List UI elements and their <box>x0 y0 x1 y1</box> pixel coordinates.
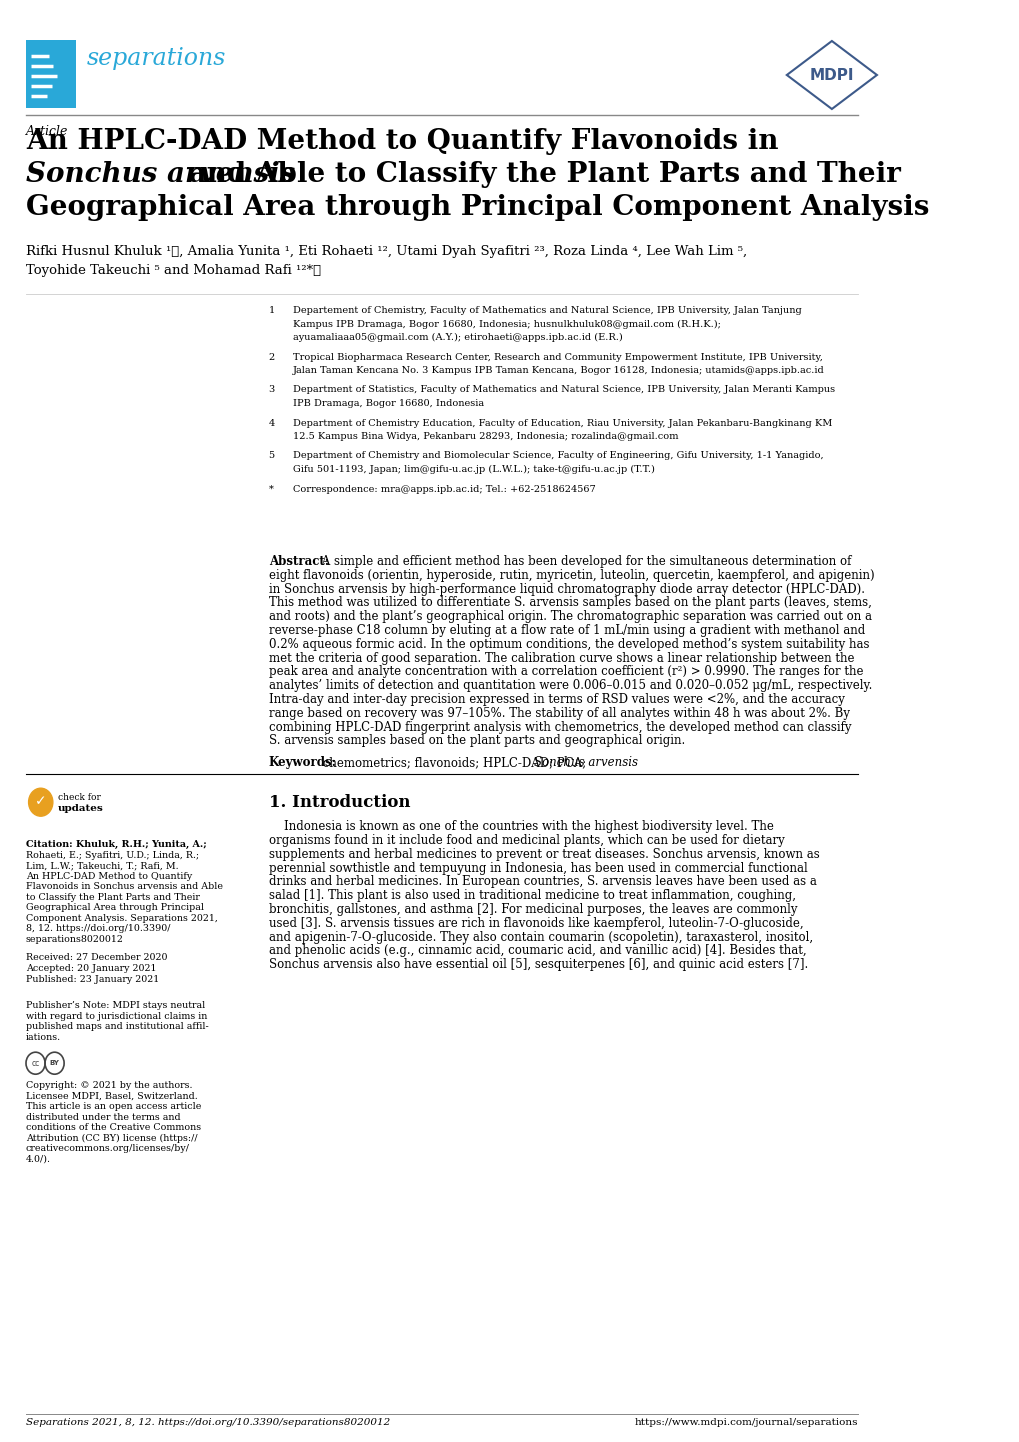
Text: 2: 2 <box>268 352 274 362</box>
Text: iations.: iations. <box>25 1032 61 1041</box>
Text: and apigenin-7-O-glucoside. They also contain coumarin (scopoletin), taraxastero: and apigenin-7-O-glucoside. They also co… <box>268 930 812 943</box>
Text: An HPLC-DAD Method to Quantify Flavonoids in: An HPLC-DAD Method to Quantify Flavonoid… <box>25 128 777 154</box>
Text: met the criteria of good separation. The calibration curve shows a linear relati: met the criteria of good separation. The… <box>268 652 853 665</box>
Text: and phenolic acids (e.g., cinnamic acid, coumaric acid, and vanillic acid) [4]. : and phenolic acids (e.g., cinnamic acid,… <box>268 945 805 957</box>
Text: salad [1]. This plant is also used in traditional medicine to treat inflammation: salad [1]. This plant is also used in tr… <box>268 890 795 903</box>
Text: peak area and analyte concentration with a correlation coefficient (r²) > 0.9990: peak area and analyte concentration with… <box>268 665 862 678</box>
Text: *: * <box>268 485 273 493</box>
Text: analytes’ limits of detection and quantitation were 0.006–0.015 and 0.020–0.052 : analytes’ limits of detection and quanti… <box>268 679 871 692</box>
Text: and Able to Classify the Plant Parts and Their: and Able to Classify the Plant Parts and… <box>178 162 900 187</box>
Text: range based on recovery was 97–105%. The stability of all analytes within 48 h w: range based on recovery was 97–105%. The… <box>268 707 849 720</box>
Text: IPB Dramaga, Bogor 16680, Indonesia: IPB Dramaga, Bogor 16680, Indonesia <box>292 399 484 408</box>
Text: Indonesia is known as one of the countries with the highest biodiversity level. : Indonesia is known as one of the countri… <box>268 820 772 833</box>
Text: An HPLC-DAD Method to Quantify: An HPLC-DAD Method to Quantify <box>25 872 192 881</box>
Text: Sonchus arvensis also have essential oil [5], sesquiterpenes [6], and quinic aci: Sonchus arvensis also have essential oil… <box>268 957 807 972</box>
Text: and roots) and the plant’s geographical origin. The chromatographic separation w: and roots) and the plant’s geographical … <box>268 610 871 623</box>
Text: Correspondence: mra@apps.ipb.ac.id; Tel.: +62-2518624567: Correspondence: mra@apps.ipb.ac.id; Tel.… <box>292 485 595 493</box>
Text: Flavonoids in Sonchus arvensis and Able: Flavonoids in Sonchus arvensis and Able <box>25 883 223 891</box>
Text: Article: Article <box>25 125 68 138</box>
Text: Licensee MDPI, Basel, Switzerland.: Licensee MDPI, Basel, Switzerland. <box>25 1092 198 1100</box>
Text: 5: 5 <box>268 451 274 460</box>
Text: distributed under the terms and: distributed under the terms and <box>25 1113 180 1122</box>
Text: This method was utilized to differentiate S. arvensis samples based on the plant: This method was utilized to differentiat… <box>268 597 870 610</box>
Text: 8, 12. https://doi.org/10.3390/: 8, 12. https://doi.org/10.3390/ <box>25 924 170 933</box>
Text: Separations 2021, 8, 12. https://doi.org/10.3390/separations8020012: Separations 2021, 8, 12. https://doi.org… <box>25 1417 390 1428</box>
Text: 4: 4 <box>268 418 274 427</box>
Text: MDPI: MDPI <box>809 68 853 82</box>
Text: updates: updates <box>58 803 104 813</box>
Text: chemometrics; flavonoids; HPLC-DAD; PCA;: chemometrics; flavonoids; HPLC-DAD; PCA; <box>319 756 589 769</box>
Text: conditions of the Creative Commons: conditions of the Creative Commons <box>25 1123 201 1132</box>
Text: 12.5 Kampus Bina Widya, Pekanbaru 28293, Indonesia; rozalinda@gmail.com: 12.5 Kampus Bina Widya, Pekanbaru 28293,… <box>292 433 678 441</box>
Text: ayuamaliaaa05@gmail.com (A.Y.); etirohaeti@apps.ipb.ac.id (E.R.): ayuamaliaaa05@gmail.com (A.Y.); etirohae… <box>292 333 622 342</box>
Text: organisms found in it include food and medicinal plants, which can be used for d: organisms found in it include food and m… <box>268 833 784 846</box>
Circle shape <box>29 789 53 816</box>
Text: Publisher’s Note: MDPI stays neutral: Publisher’s Note: MDPI stays neutral <box>25 1001 205 1011</box>
Text: to Classify the Plant Parts and Their: to Classify the Plant Parts and Their <box>25 893 200 901</box>
Text: Departement of Chemistry, Faculty of Mathematics and Natural Science, IPB Univer: Departement of Chemistry, Faculty of Mat… <box>292 306 801 314</box>
Text: perennial sowthistle and tempuyung in Indonesia, has been used in commercial fun: perennial sowthistle and tempuyung in In… <box>268 862 807 875</box>
Text: Department of Chemistry and Biomolecular Science, Faculty of Engineering, Gifu U: Department of Chemistry and Biomolecular… <box>292 451 822 460</box>
Text: Abstract:: Abstract: <box>268 555 328 568</box>
Text: S. arvensis samples based on the plant parts and geographical origin.: S. arvensis samples based on the plant p… <box>268 734 684 747</box>
Text: Geographical Area through Principal Component Analysis: Geographical Area through Principal Comp… <box>25 195 928 221</box>
Text: Keywords:: Keywords: <box>268 756 336 769</box>
Text: Gifu 501-1193, Japan; lim@gifu-u.ac.jp (L.W.L.); take-t@gifu-u.ac.jp (T.T.): Gifu 501-1193, Japan; lim@gifu-u.ac.jp (… <box>292 464 654 474</box>
Text: combining HPLC-DAD fingerprint analysis with chemometrics, the developed method : combining HPLC-DAD fingerprint analysis … <box>268 721 850 734</box>
Text: eight flavonoids (orientin, hyperoside, rutin, myricetin, luteolin, quercetin, k: eight flavonoids (orientin, hyperoside, … <box>268 568 873 581</box>
Text: Component Analysis. Separations 2021,: Component Analysis. Separations 2021, <box>25 914 218 923</box>
Text: 1. Introduction: 1. Introduction <box>268 795 410 812</box>
Text: separations8020012: separations8020012 <box>25 934 123 943</box>
Text: cc: cc <box>32 1058 40 1067</box>
Text: separations: separations <box>87 48 226 71</box>
Text: bronchitis, gallstones, and asthma [2]. For medicinal purposes, the leaves are c: bronchitis, gallstones, and asthma [2]. … <box>268 903 796 916</box>
Text: Sonchus arvensis: Sonchus arvensis <box>25 162 294 187</box>
Text: creativecommons.org/licenses/by/: creativecommons.org/licenses/by/ <box>25 1144 190 1154</box>
Text: Attribution (CC BY) license (https://: Attribution (CC BY) license (https:// <box>25 1133 198 1144</box>
Text: Tropical Biopharmaca Research Center, Research and Community Empowerment Institu: Tropical Biopharmaca Research Center, Re… <box>292 352 822 362</box>
Text: https://www.mdpi.com/journal/separations: https://www.mdpi.com/journal/separations <box>634 1417 857 1428</box>
Text: Copyright: © 2021 by the authors.: Copyright: © 2021 by the authors. <box>25 1082 193 1090</box>
Text: ✓: ✓ <box>35 795 47 808</box>
Text: Intra-day and inter-day precision expressed in terms of RSD values were <2%, and: Intra-day and inter-day precision expres… <box>268 694 844 707</box>
Text: with regard to jurisdictional claims in: with regard to jurisdictional claims in <box>25 1012 207 1021</box>
Text: Jalan Taman Kencana No. 3 Kampus IPB Taman Kencana, Bogor 16128, Indonesia; utam: Jalan Taman Kencana No. 3 Kampus IPB Tam… <box>292 366 823 375</box>
Text: 4.0/).: 4.0/). <box>25 1155 51 1164</box>
Text: Published: 23 January 2021: Published: 23 January 2021 <box>25 975 159 985</box>
Text: Received: 27 December 2020: Received: 27 December 2020 <box>25 953 167 962</box>
Text: check for: check for <box>58 793 101 802</box>
Text: Department of Statistics, Faculty of Mathematics and Natural Science, IPB Univer: Department of Statistics, Faculty of Mat… <box>292 385 835 395</box>
Text: Accepted: 20 January 2021: Accepted: 20 January 2021 <box>25 965 156 973</box>
Text: Lim, L.W.; Takeuchi, T.; Rafi, M.: Lim, L.W.; Takeuchi, T.; Rafi, M. <box>25 861 178 870</box>
Text: A simple and efficient method has been developed for the simultaneous determinat: A simple and efficient method has been d… <box>318 555 851 568</box>
Text: Citation: Khuluk, R.H.; Yunita, A.;: Citation: Khuluk, R.H.; Yunita, A.; <box>25 841 207 849</box>
Text: reverse-phase C18 column by eluting at a flow rate of 1 mL/min using a gradient : reverse-phase C18 column by eluting at a… <box>268 624 864 637</box>
Text: Sonchus arvensis: Sonchus arvensis <box>533 756 637 769</box>
Text: Rifki Husnul Khuluk ¹ⓘ, Amalia Yunita ¹, Eti Rohaeti ¹², Utami Dyah Syafitri ²³,: Rifki Husnul Khuluk ¹ⓘ, Amalia Yunita ¹,… <box>25 245 746 258</box>
Text: Geographical Area through Principal: Geographical Area through Principal <box>25 903 204 913</box>
Text: 0.2% aqueous formic acid. In the optimum conditions, the developed method’s syst: 0.2% aqueous formic acid. In the optimum… <box>268 637 868 650</box>
Bar <box>25 40 76 108</box>
Text: 1: 1 <box>268 306 274 314</box>
Text: drinks and herbal medicines. In European countries, S. arvensis leaves have been: drinks and herbal medicines. In European… <box>268 875 815 888</box>
Text: Rohaeti, E.; Syafitri, U.D.; Linda, R.;: Rohaeti, E.; Syafitri, U.D.; Linda, R.; <box>25 851 199 859</box>
Text: Toyohide Takeuchi ⁵ and Mohamad Rafi ¹²*ⓘ: Toyohide Takeuchi ⁵ and Mohamad Rafi ¹²*… <box>25 264 321 277</box>
Text: BY: BY <box>50 1060 59 1066</box>
Text: supplements and herbal medicines to prevent or treat diseases. Sonchus arvensis,: supplements and herbal medicines to prev… <box>268 848 818 861</box>
Text: This article is an open access article: This article is an open access article <box>25 1102 201 1112</box>
Text: used [3]. S. arvensis tissues are rich in flavonoids like kaempferol, luteolin-7: used [3]. S. arvensis tissues are rich i… <box>268 917 803 930</box>
Text: 3: 3 <box>268 385 274 395</box>
Text: Department of Chemistry Education, Faculty of Education, Riau University, Jalan : Department of Chemistry Education, Facul… <box>292 418 832 427</box>
Text: Kampus IPB Dramaga, Bogor 16680, Indonesia; husnulkhuluk08@gmail.com (R.H.K.);: Kampus IPB Dramaga, Bogor 16680, Indones… <box>292 320 720 329</box>
Text: published maps and institutional affil-: published maps and institutional affil- <box>25 1022 209 1031</box>
Text: in Sonchus arvensis by high-performance liquid chromatography diode array detect: in Sonchus arvensis by high-performance … <box>268 583 864 596</box>
